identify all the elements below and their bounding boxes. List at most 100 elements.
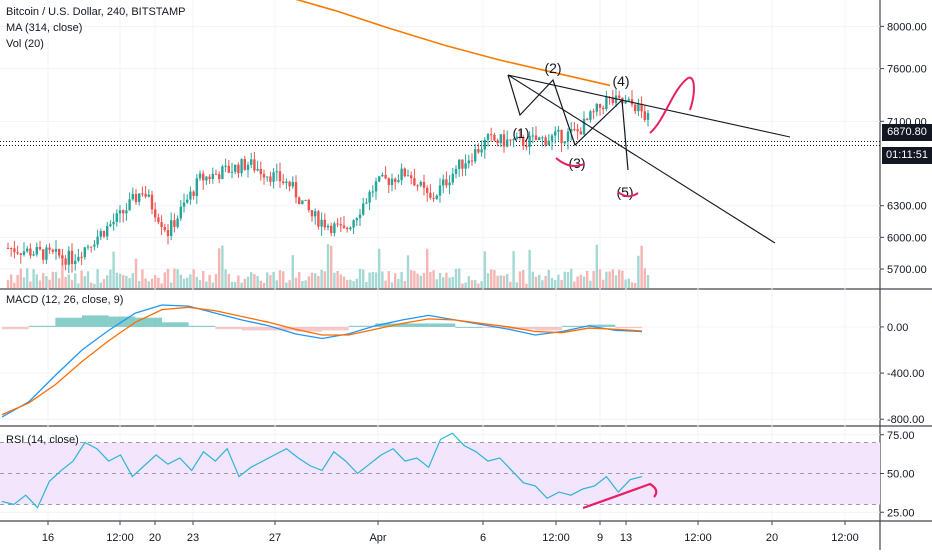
candle-body[interactable]: [234, 164, 237, 172]
candle-body[interactable]: [518, 136, 522, 138]
candle-body[interactable]: [61, 255, 64, 259]
candle-body[interactable]: [51, 249, 54, 252]
candle-body[interactable]: [86, 246, 90, 248]
candle-body[interactable]: [346, 227, 349, 230]
candle-body[interactable]: [339, 224, 342, 226]
candle-body[interactable]: [48, 247, 51, 250]
candle-body[interactable]: [35, 246, 38, 255]
candle-body[interactable]: [227, 165, 230, 173]
candle-body[interactable]: [240, 159, 243, 174]
candle-body[interactable]: [202, 173, 205, 181]
candle-body[interactable]: [243, 159, 246, 170]
candle-body[interactable]: [438, 185, 442, 196]
candle-body[interactable]: [464, 163, 467, 169]
candle-body[interactable]: [355, 218, 358, 221]
candle-body[interactable]: [470, 160, 474, 162]
candle-body[interactable]: [390, 178, 394, 185]
candle-body[interactable]: [291, 182, 294, 187]
candle-body[interactable]: [515, 136, 518, 140]
rsi-legend[interactable]: RSI (14, close): [6, 434, 79, 446]
candle-body[interactable]: [454, 168, 458, 174]
candle-body[interactable]: [122, 210, 125, 214]
candle-body[interactable]: [477, 149, 480, 153]
candle-body[interactable]: [547, 140, 550, 146]
candle-body[interactable]: [176, 218, 179, 227]
candle-body[interactable]: [368, 191, 371, 203]
candle-body[interactable]: [70, 250, 74, 264]
candle-body[interactable]: [96, 236, 99, 245]
candle-body[interactable]: [525, 145, 528, 147]
candle-body[interactable]: [416, 185, 419, 187]
candle-body[interactable]: [179, 206, 182, 219]
candle-body[interactable]: [554, 131, 557, 136]
candle-body[interactable]: [275, 171, 278, 173]
candle-body[interactable]: [224, 165, 227, 167]
candle-body[interactable]: [403, 168, 406, 177]
candle-body[interactable]: [397, 180, 400, 183]
candle-body[interactable]: [288, 181, 291, 187]
candle-body[interactable]: [54, 248, 58, 252]
candle-body[interactable]: [189, 191, 192, 200]
candle-body[interactable]: [614, 95, 618, 104]
candle-body[interactable]: [154, 209, 157, 218]
candle-layer[interactable]: [6, 88, 650, 273]
candle-body[interactable]: [256, 168, 259, 171]
candle-body[interactable]: [83, 247, 86, 258]
candle-body[interactable]: [13, 248, 16, 253]
candle-body[interactable]: [598, 103, 602, 108]
candle-body[interactable]: [589, 111, 592, 120]
candle-body[interactable]: [406, 175, 410, 177]
candle-body[interactable]: [410, 175, 413, 179]
candle-body[interactable]: [486, 134, 490, 140]
candle-body[interactable]: [378, 176, 381, 182]
candle-body[interactable]: [602, 107, 605, 110]
ma-legend[interactable]: MA (314, close): [6, 22, 83, 34]
candle-body[interactable]: [394, 178, 397, 183]
candle-body[interactable]: [282, 181, 285, 184]
candle-body[interactable]: [218, 174, 221, 180]
candle-body[interactable]: [38, 246, 42, 250]
candle-body[interactable]: [58, 248, 61, 256]
candle-body[interactable]: [461, 159, 464, 169]
candle-body[interactable]: [637, 103, 640, 112]
candle-body[interactable]: [157, 217, 160, 223]
candle-body[interactable]: [384, 174, 387, 179]
candle-body[interactable]: [67, 250, 70, 265]
candle-body[interactable]: [294, 182, 298, 198]
candle-body[interactable]: [499, 134, 502, 144]
candle-body[interactable]: [45, 247, 48, 260]
candle-body[interactable]: [64, 258, 67, 265]
candle-body[interactable]: [362, 203, 365, 215]
candle-body[interactable]: [611, 97, 614, 104]
candle-body[interactable]: [480, 149, 483, 153]
candle-body[interactable]: [166, 230, 170, 237]
candle-body[interactable]: [42, 249, 45, 260]
candle-body[interactable]: [442, 179, 445, 186]
candle-body[interactable]: [317, 211, 320, 227]
candle-body[interactable]: [278, 171, 282, 182]
candle-body[interactable]: [269, 176, 272, 182]
candle-body[interactable]: [173, 220, 176, 227]
candle-body[interactable]: [582, 118, 586, 135]
candle-body[interactable]: [342, 225, 346, 228]
candle-body[interactable]: [490, 134, 493, 136]
candle-body[interactable]: [141, 193, 144, 195]
candle-body[interactable]: [125, 210, 128, 214]
candle-body[interactable]: [134, 193, 138, 202]
candle-body[interactable]: [550, 135, 554, 141]
candle-body[interactable]: [634, 104, 637, 112]
candle-body[interactable]: [448, 182, 451, 186]
candle-body[interactable]: [509, 139, 512, 141]
candle-body[interactable]: [323, 219, 326, 228]
candle-body[interactable]: [259, 168, 262, 175]
candle-body[interactable]: [336, 223, 339, 225]
candle-body[interactable]: [557, 129, 560, 132]
candle-body[interactable]: [413, 178, 416, 186]
candle-body[interactable]: [211, 173, 214, 179]
candle-body[interactable]: [579, 131, 582, 135]
candle-body[interactable]: [595, 103, 598, 112]
candle-body[interactable]: [605, 97, 608, 110]
candle-body[interactable]: [435, 195, 438, 199]
candle-body[interactable]: [195, 178, 198, 196]
